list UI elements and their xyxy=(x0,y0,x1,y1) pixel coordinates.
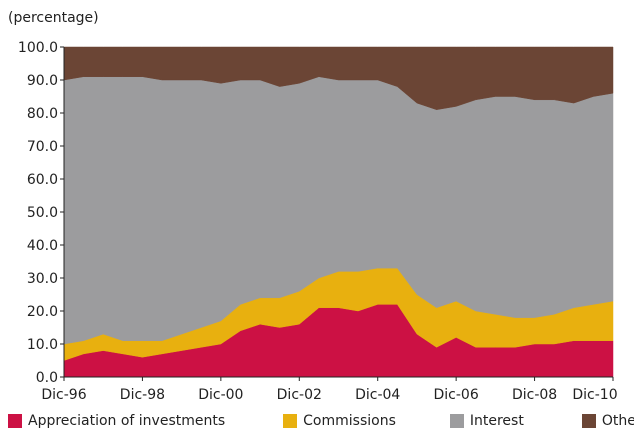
x-tick-label: Dic-04 xyxy=(355,387,400,403)
x-tick-label: Dic-10 xyxy=(572,387,617,403)
x-tick-label: Dic-00 xyxy=(198,387,243,403)
x-tick-label: Dic-98 xyxy=(120,387,165,403)
y-tick-label: 90.0 xyxy=(27,73,58,89)
y-tick-label: 60.0 xyxy=(27,172,58,188)
x-tick-label: Dic-02 xyxy=(277,387,322,403)
legend-label-other: Other xyxy=(601,413,634,429)
y-tick-label: 100.0 xyxy=(18,40,58,56)
y-unit-label: (percentage) xyxy=(8,10,99,26)
y-tick-label: 0.0 xyxy=(36,370,58,386)
legend-label-interest: Interest xyxy=(469,413,524,429)
y-tick-label: 50.0 xyxy=(27,205,58,221)
legend-swatch-other xyxy=(581,414,596,428)
legend-swatch-commissions xyxy=(283,414,298,428)
x-tick-label: Dic-08 xyxy=(512,387,557,403)
legend: Appreciation of investments Commissions … xyxy=(8,413,634,429)
legend-item-commissions: Commissions xyxy=(283,413,396,429)
legend-swatch-interest xyxy=(449,414,464,428)
y-tick-label: 20.0 xyxy=(27,304,58,320)
legend-label-commissions: Commissions xyxy=(303,413,396,429)
stacked-area-chart: (percentage) 0.0 10.0 20.0 30.0 40.0 50.0 60.0… xyxy=(8,10,618,403)
area-series-group xyxy=(63,46,614,378)
legend-label-appreciation: Appreciation of investments xyxy=(28,413,226,429)
legend-swatch-appreciation xyxy=(8,414,22,428)
axes-group: 0.0 10.0 20.0 30.0 40.0 50.0 60.0 70.0 80.0 90.0 1… xyxy=(18,40,618,403)
y-tick-label: 70.0 xyxy=(27,139,58,155)
legend-item-other: Other xyxy=(581,413,634,429)
area-other xyxy=(63,46,614,110)
y-tick-label: 40.0 xyxy=(27,238,58,254)
x-tick-label: Dic-96 xyxy=(41,387,86,403)
x-tick-label: Dic-06 xyxy=(434,387,479,403)
y-tick-label: 30.0 xyxy=(27,271,58,287)
y-tick-label: 80.0 xyxy=(27,106,58,122)
legend-item-appreciation: Appreciation of investments xyxy=(8,413,225,429)
y-tick-label: 10.0 xyxy=(27,337,58,353)
legend-item-interest: Interest xyxy=(449,413,524,429)
